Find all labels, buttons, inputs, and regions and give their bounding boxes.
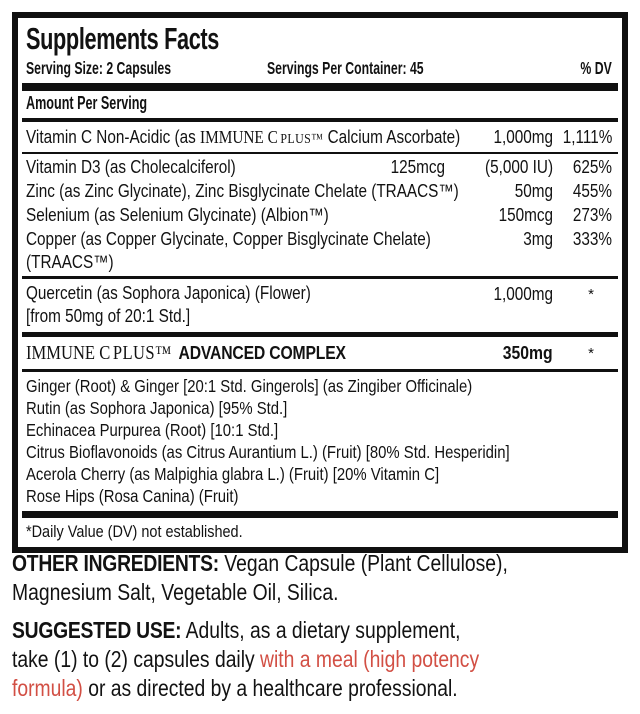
complex-item: Echinacea Purpurea (Root) [10:1 Std.]: [26, 420, 279, 440]
ingredient-name: Vitamin C Non-Acidic (as: [26, 127, 201, 147]
dv-asterisk: *: [588, 286, 594, 303]
complex-item: Citrus Bioflavonoids (as Citrus Aurantiu…: [26, 442, 510, 462]
brand-name: IMMUNE C: [26, 343, 111, 364]
complex-item: Rutin (as Sophora Japonica) [95% Std.]: [26, 398, 288, 418]
suggested-use-highlight-cont: formula): [12, 675, 83, 701]
serving-size: Serving Size: 2 Capsules: [26, 58, 172, 78]
other-ingredients-label: OTHER INGREDIENTS:: [12, 550, 219, 576]
supplement-facts-panel: Supplements Facts Serving Size: 2 Capsul…: [12, 12, 628, 553]
ingredient-name: Zinc (as Zinc Glycinate), Zinc Bisglycin…: [26, 181, 459, 201]
dv-column-header: % DV: [580, 58, 612, 78]
complex-item: Acerola Cherry (as Malpighia glabra L.) …: [26, 464, 440, 484]
amount-value: 150mcg: [498, 205, 553, 225]
other-ingredients: OTHER INGREDIENTS: Vegan Capsule (Plant …: [12, 549, 632, 607]
complex-title: ADVANCED COMPLEX: [178, 342, 347, 363]
suggested-use-text-line2: take (1) to (2) capsules daily: [12, 646, 261, 672]
ingredient-name: Quercetin (as Sophora Japonica) (Flower): [26, 283, 311, 303]
section-divider: [22, 369, 618, 372]
row-selenium: Selenium (as Selenium Glycinate) (Albion…: [26, 203, 614, 227]
row-vitamin-c: Vitamin C Non-Acidic (as IMMUNE C PLUS™ C…: [26, 125, 614, 151]
other-ingredients-text: Vegan Capsule (Plant Cellulose),: [218, 550, 508, 576]
thick-divider: [22, 83, 618, 91]
ingredient-name: Selenium (as Selenium Glycinate) (Albion…: [26, 205, 329, 225]
row-complex-header: IMMUNE C PLUS™ ADVANCED COMPLEX 350mg *: [26, 339, 614, 367]
suggested-use: SUGGESTED USE: Adults, as a dietary supp…: [12, 616, 632, 703]
dv-footnote: *Daily Value (DV) not established.: [26, 522, 243, 541]
row-copper: Copper (as Copper Glycinate, Copper Bisg…: [26, 227, 614, 274]
suggested-use-label: SUGGESTED USE:: [12, 617, 182, 643]
complex-item: Ginger (Root) & Ginger [20:1 Std. Ginger…: [26, 376, 473, 396]
thick-divider: [22, 511, 618, 518]
amount-iu: (5,000 IU): [484, 157, 553, 177]
brand-suffix: PLUS™: [280, 131, 324, 147]
serving-info-row: Serving Size: 2 Capsules Servings Per Co…: [26, 57, 614, 80]
section-divider: [22, 276, 618, 279]
servings-per-container: Servings Per Container: 45: [267, 58, 424, 78]
row-zinc: Zinc (as Zinc Glycinate), Zinc Bisglycin…: [26, 179, 614, 203]
row-vitamin-d3: Vitamin D3 (as Cholecalciferol) 125mcg (…: [26, 155, 614, 179]
ingredient-name-line2: (TRAACS™): [26, 252, 114, 272]
suggested-use-highlight: with a meal (high potency: [260, 646, 480, 672]
ingredient-name-cont: Calcium Ascorbate): [323, 127, 461, 147]
brand-suffix: PLUS™: [112, 343, 172, 364]
amount-value: 1,000mg: [493, 284, 553, 304]
ingredient-name-line2: [from 50mg of 20:1 Std.]: [26, 306, 191, 326]
suggested-use-text: Adults, as a dietary supplement,: [181, 617, 461, 643]
other-ingredients-text-line2: Magnesium Salt, Vegetable Oil, Silica.: [12, 579, 339, 605]
ingredient-name: Vitamin D3 (as Cholecalciferol): [26, 157, 236, 177]
suggested-use-text-line3: or as directed by a healthcare professio…: [82, 675, 458, 701]
thin-divider: [22, 152, 618, 154]
dv-asterisk: *: [588, 345, 594, 362]
panel-title: Supplements Facts: [26, 21, 220, 56]
row-quercetin: Quercetin (as Sophora Japonica) (Flower)…: [26, 282, 614, 328]
amount-value: 3mg: [523, 229, 553, 249]
dv-value: 1,111%: [562, 127, 612, 147]
amount-per-serving-header: Amount Per Serving: [26, 93, 148, 113]
dv-value: 625%: [572, 157, 612, 177]
amount-value: 350mg: [503, 342, 553, 363]
ingredient-name: Copper (as Copper Glycinate, Copper Bisg…: [26, 229, 431, 249]
dv-value: 455%: [572, 181, 612, 201]
dv-value: 273%: [572, 205, 612, 225]
amount-value: 50mg: [514, 181, 553, 201]
brand-name: IMMUNE C: [200, 127, 278, 147]
dv-value: 333%: [572, 229, 612, 249]
amount-value: 1,000mg: [493, 127, 553, 147]
medium-divider: [22, 118, 618, 122]
amount-metric: 125mcg: [390, 157, 445, 177]
section-divider: [22, 332, 618, 337]
complex-item: Rose Hips (Rosa Canina) (Fruit): [26, 486, 239, 506]
